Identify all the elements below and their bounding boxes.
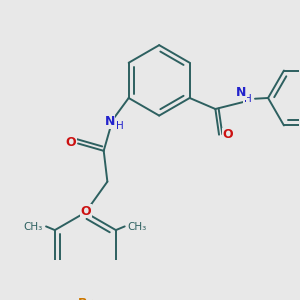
Text: H: H xyxy=(244,94,251,104)
Text: N: N xyxy=(236,86,246,99)
Text: O: O xyxy=(81,205,92,218)
Text: O: O xyxy=(223,128,233,141)
Text: H: H xyxy=(116,121,124,131)
Text: N: N xyxy=(104,115,115,128)
Text: CH₃: CH₃ xyxy=(128,222,147,232)
Text: CH₃: CH₃ xyxy=(24,222,43,232)
Text: O: O xyxy=(65,136,76,148)
Text: Br: Br xyxy=(78,297,93,300)
